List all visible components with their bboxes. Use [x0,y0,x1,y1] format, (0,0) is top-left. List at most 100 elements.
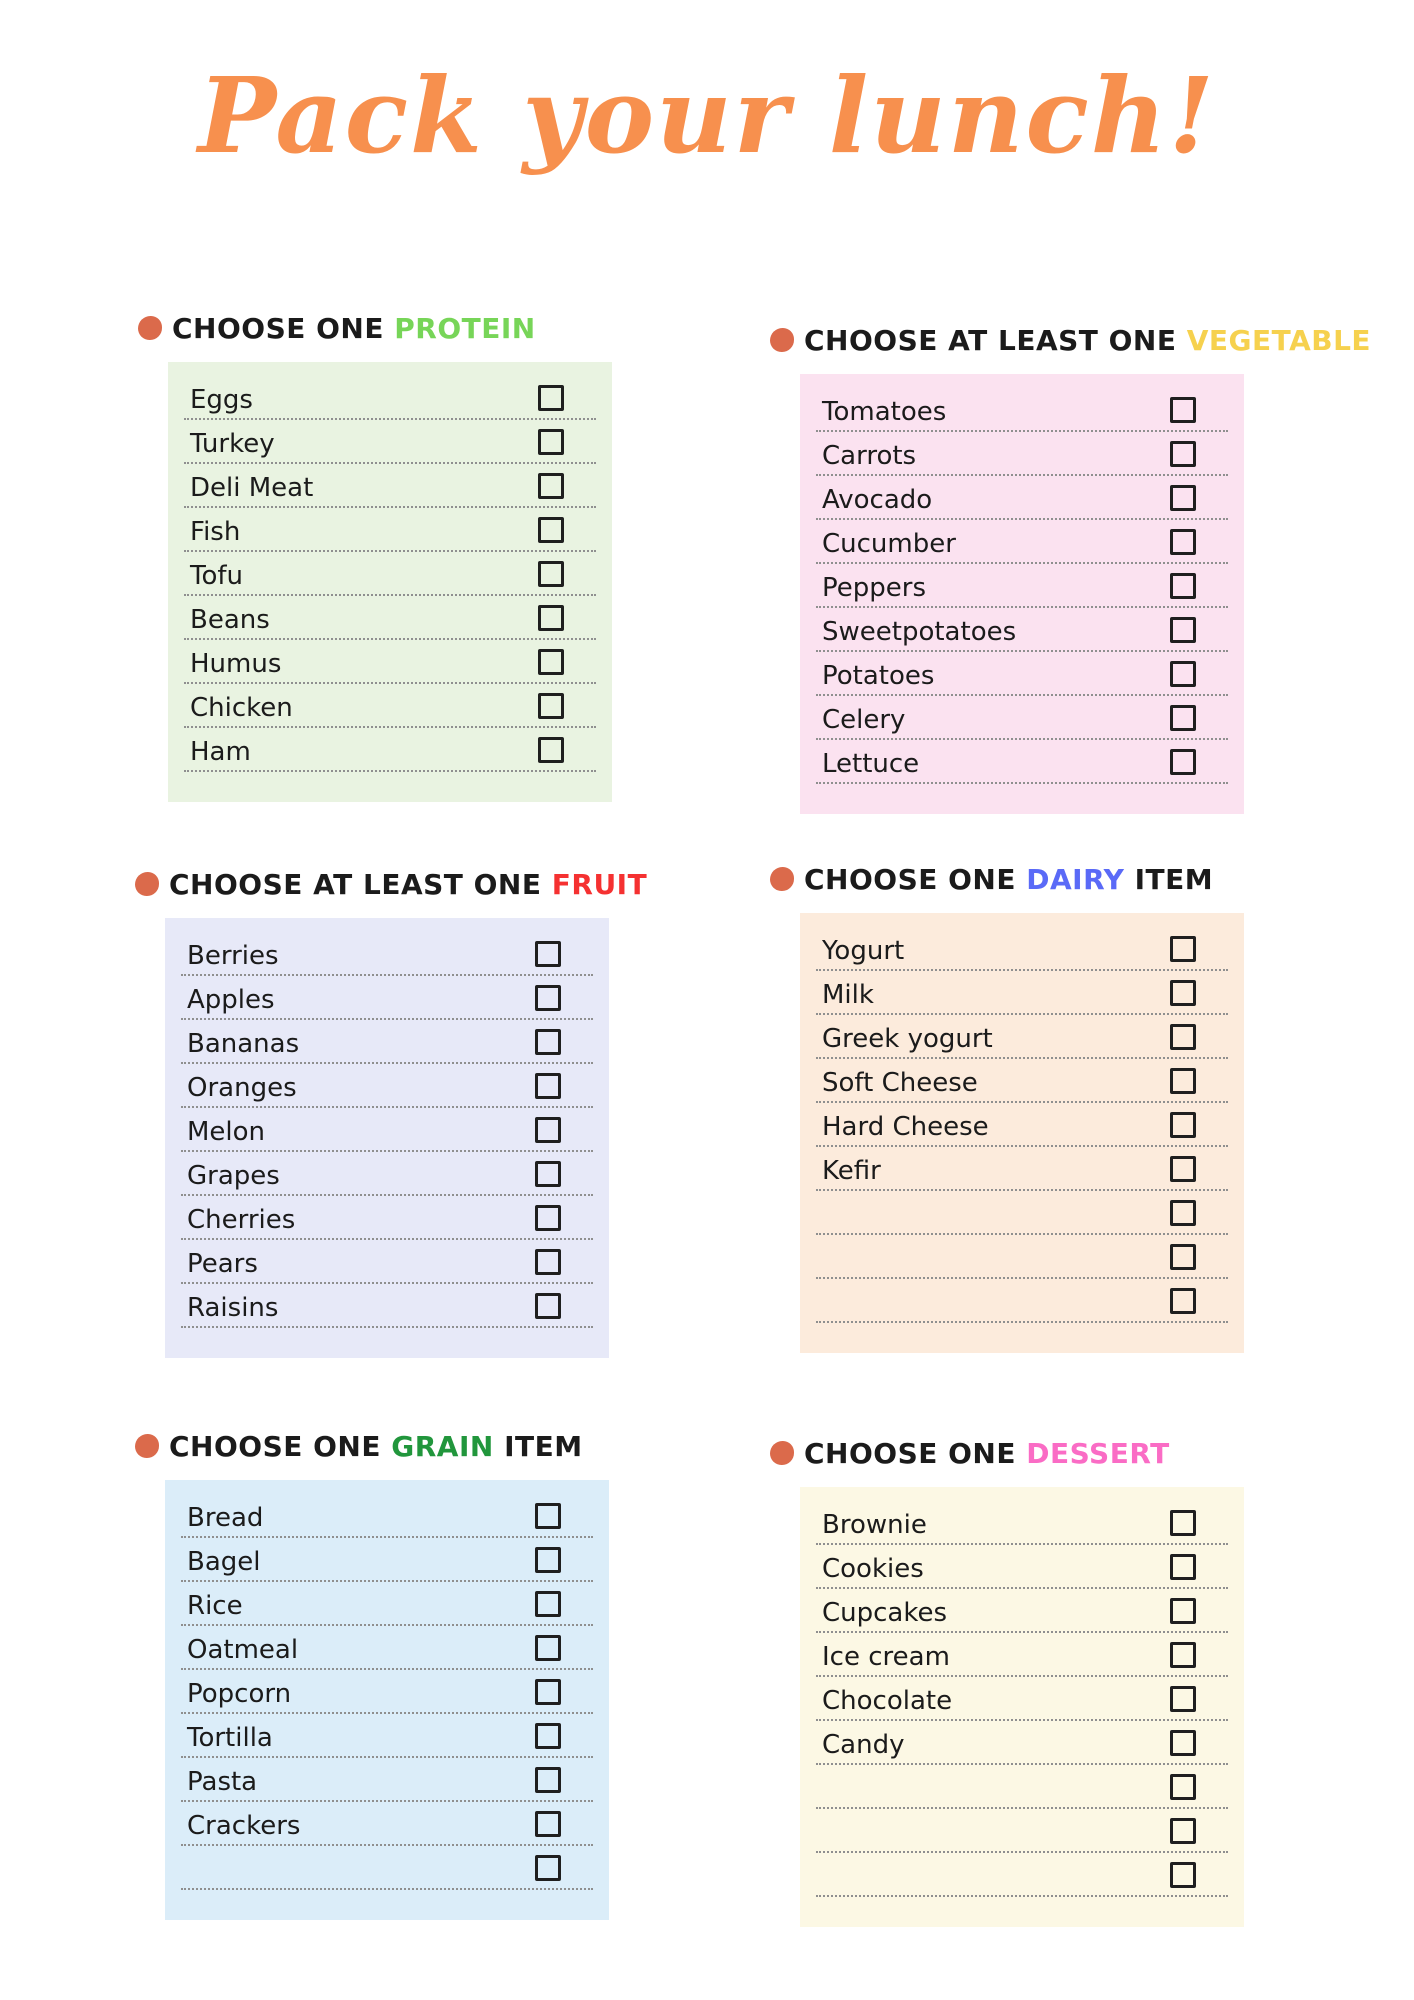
item-label: Tomatoes [822,397,947,427]
checkbox-dairy-hard-cheese[interactable] [1170,1112,1196,1138]
item-label: Greek yogurt [822,1024,993,1054]
item-label: Humus [190,649,282,679]
checkbox-dessert-blank-7[interactable] [1170,1818,1196,1844]
checklist-row: Crackers [181,1802,593,1846]
checkbox-fruit-apples[interactable] [535,985,561,1011]
checklist-panel: Tomatoes Carrots Avocado Cucumber Pepper… [800,374,1244,814]
checkbox-vegetable-lettuce[interactable] [1170,749,1196,775]
checkbox-dessert-candy[interactable] [1170,1730,1196,1756]
item-label: Rice [187,1591,243,1621]
section-header: CHOOSE ONE PROTEIN [138,310,618,346]
checklist-row: Avocado [816,476,1228,520]
checklist-row: Sweetpotatoes [816,608,1228,652]
checkbox-fruit-raisins[interactable] [535,1293,561,1319]
checkbox-vegetable-cucumber[interactable] [1170,529,1196,555]
checkbox-grain-bread[interactable] [535,1503,561,1529]
section-heading: CHOOSE ONE GRAIN ITEM [169,1430,583,1463]
checkbox-vegetable-peppers[interactable] [1170,573,1196,599]
checkbox-grain-pasta[interactable] [535,1767,561,1793]
checklist-row: Cookies [816,1545,1228,1589]
item-label: Ice cream [822,1642,950,1672]
checkbox-dairy-blank-7[interactable] [1170,1244,1196,1270]
checkbox-grain-bagel[interactable] [535,1547,561,1573]
checkbox-dairy-kefir[interactable] [1170,1156,1196,1182]
checkbox-vegetable-potatoes[interactable] [1170,661,1196,687]
item-label: Pasta [187,1767,258,1797]
checkbox-vegetable-avocado[interactable] [1170,485,1196,511]
checkbox-protein-tofu[interactable] [538,561,564,587]
section-header: CHOOSE ONE DESSERT [770,1435,1250,1471]
checkbox-vegetable-tomatoes[interactable] [1170,397,1196,423]
checklist-row: Deli Meat [184,464,596,508]
checkbox-dessert-cookies[interactable] [1170,1554,1196,1580]
checkbox-dairy-blank-6[interactable] [1170,1200,1196,1226]
checkbox-vegetable-carrots[interactable] [1170,441,1196,467]
heading-keyword: DAIRY [1026,862,1125,896]
checkbox-grain-blank-8[interactable] [535,1855,561,1881]
checkbox-protein-fish[interactable] [538,517,564,543]
checkbox-dairy-milk[interactable] [1170,980,1196,1006]
bullet-dot-icon [138,316,162,340]
checkbox-protein-turkey[interactable] [538,429,564,455]
checklist-row: Soft Cheese [816,1059,1228,1103]
checkbox-fruit-pears[interactable] [535,1249,561,1275]
checkbox-grain-rice[interactable] [535,1591,561,1617]
section-heading: CHOOSE AT LEAST ONE FRUIT [169,868,647,901]
checkbox-fruit-cherries[interactable] [535,1205,561,1231]
checkbox-grain-oatmeal[interactable] [535,1635,561,1661]
item-label: Sweetpotatoes [822,617,1017,647]
checkbox-dessert-blank-6[interactable] [1170,1774,1196,1800]
bullet-dot-icon [135,1434,159,1458]
checklist-panel: Berries Apples Bananas Oranges Melon Gra… [165,918,609,1358]
checklist-row: Berries [181,932,593,976]
section-protein: CHOOSE ONE PROTEIN Eggs Turkey Deli Meat… [138,310,618,802]
checkbox-dairy-greek-yogurt[interactable] [1170,1024,1196,1050]
item-label: Popcorn [187,1679,292,1709]
item-label: Pears [187,1249,258,1279]
checklist-row: Melon [181,1108,593,1152]
checkbox-protein-deli-meat[interactable] [538,473,564,499]
checkbox-protein-ham[interactable] [538,737,564,763]
checklist-row: Chocolate [816,1677,1228,1721]
checkbox-protein-eggs[interactable] [538,385,564,411]
checkbox-dairy-yogurt[interactable] [1170,936,1196,962]
checklist-row: Popcorn [181,1670,593,1714]
checklist-row: Eggs [184,376,596,420]
checkbox-vegetable-celery[interactable] [1170,705,1196,731]
bullet-dot-icon [770,328,794,352]
checkbox-fruit-oranges[interactable] [535,1073,561,1099]
checklist-row [816,1279,1228,1323]
item-label: Apples [187,985,275,1015]
checkbox-fruit-berries[interactable] [535,941,561,967]
item-label: Bananas [187,1029,300,1059]
checkbox-dessert-blank-8[interactable] [1170,1862,1196,1888]
bullet-dot-icon [135,872,159,896]
checkbox-vegetable-sweetpotatoes[interactable] [1170,617,1196,643]
item-label: Peppers [822,573,926,603]
checkbox-protein-beans[interactable] [538,605,564,631]
checkbox-dessert-cupcakes[interactable] [1170,1598,1196,1624]
checkbox-dairy-blank-8[interactable] [1170,1288,1196,1314]
checkbox-dessert-ice-cream[interactable] [1170,1642,1196,1668]
checklist-row: Bagel [181,1538,593,1582]
checklist-row: Tortilla [181,1714,593,1758]
checklist-row: Grapes [181,1152,593,1196]
checklist-row: Peppers [816,564,1228,608]
checkbox-fruit-grapes[interactable] [535,1161,561,1187]
heading-prefix: CHOOSE AT LEAST ONE [804,323,1187,357]
checklist-row: Oatmeal [181,1626,593,1670]
checklist-row: Bread [181,1494,593,1538]
checkbox-grain-popcorn[interactable] [535,1679,561,1705]
checkbox-fruit-melon[interactable] [535,1117,561,1143]
checkbox-grain-crackers[interactable] [535,1811,561,1837]
checkbox-grain-tortilla[interactable] [535,1723,561,1749]
checkbox-protein-humus[interactable] [538,649,564,675]
checkbox-fruit-bananas[interactable] [535,1029,561,1055]
checkbox-protein-chicken[interactable] [538,693,564,719]
item-label: Fish [190,517,241,547]
checkbox-dairy-soft-cheese[interactable] [1170,1068,1196,1094]
checkbox-dessert-chocolate[interactable] [1170,1686,1196,1712]
heading-prefix: CHOOSE ONE [804,1436,1027,1470]
item-label: Deli Meat [190,473,314,503]
checkbox-dessert-brownie[interactable] [1170,1510,1196,1536]
